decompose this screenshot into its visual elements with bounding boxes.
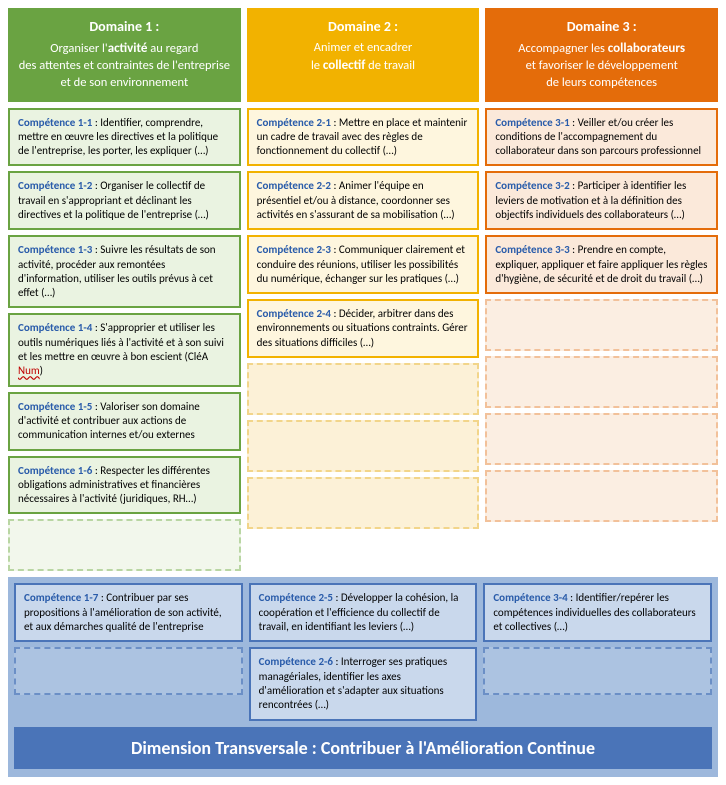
competence-label: Compétence 3-3 [495,243,569,256]
competence-cell: Compétence 3-3 : Prendre en compte, expl… [485,235,718,294]
transversal-grid: Compétence 1-7 : Contribuer par ses prop… [14,583,712,720]
competence-label: Compétence 1-6 [18,464,92,477]
competence-cell: Compétence 3-2 : Participer à identifier… [485,171,718,230]
competence-label: Compétence 1-4 [18,321,92,334]
transversal-column-3: Compétence 3-4 : Identifier/repérer les … [483,583,712,720]
domain-header-1: Domaine 1 :Organiser l'activité au regar… [8,8,241,102]
competence-cell: Compétence 1-6 : Respecter les différent… [8,456,241,515]
domain-header-3: Domaine 3 :Accompagner les collaborateur… [485,8,718,102]
domain-column-2: Compétence 2-1 : Mettre en place et main… [247,108,480,572]
competence-cell: Compétence 1-5 : Valoriser son domaine d… [8,392,241,451]
competence-label: Compétence 2-6 [259,655,333,668]
competence-label: Compétence 1-1 [18,116,92,129]
competence-label: Compétence 3-2 [495,179,569,192]
transversal-title: Dimension Transversale : Contribuer à l'… [14,727,712,769]
competence-placeholder [485,470,718,522]
competence-placeholder [247,420,480,472]
competence-cell: Compétence 2-1 : Mettre en place et main… [247,108,480,167]
competence-cell: Compétence 2-2 : Animer l'équipe en prés… [247,171,480,230]
competence-label: Compétence 2-1 [257,116,331,129]
domain-headers: Domaine 1 :Organiser l'activité au regar… [8,8,718,102]
domain-header-2: Domaine 2 :Animer et encadrerle collecti… [247,8,480,102]
domain-column-3: Compétence 3-1 : Veiller et/ou créer les… [485,108,718,572]
transversal-column-2: Compétence 2-5 : Développer la cohésion,… [249,583,478,720]
competence-placeholder [247,363,480,415]
competence-placeholder [485,356,718,408]
competence-label: Compétence 2-4 [257,307,331,320]
transversal-section: Compétence 1-7 : Contribuer par ses prop… [8,577,718,776]
transversal-column-1: Compétence 1-7 : Contribuer par ses prop… [14,583,243,720]
competence-placeholder [8,519,241,571]
transversal-cell: Compétence 1-7 : Contribuer par ses prop… [14,583,243,642]
competence-label: Compétence 1-5 [18,400,92,413]
competence-placeholder [485,413,718,465]
competence-label: Compétence 2-3 [257,243,331,256]
competence-label: Compétence 1-3 [18,243,92,256]
competence-label: Compétence 1-2 [18,179,92,192]
competence-label: Compétence 2-2 [257,179,331,192]
competence-cell: Compétence 1-2 : Organiser le collectif … [8,171,241,230]
competence-label: Compétence 2-5 [259,591,333,604]
transversal-cell: Compétence 2-6 : Interroger ses pratique… [249,647,478,720]
competence-label: Compétence 3-1 [495,116,569,129]
competence-cell: Compétence 3-1 : Veiller et/ou créer les… [485,108,718,167]
competence-placeholder [247,477,480,529]
competence-label: Compétence 3-4 [493,591,567,604]
transversal-placeholder [483,647,712,695]
transversal-placeholder [14,647,243,695]
transversal-cell: Compétence 2-5 : Développer la cohésion,… [249,583,478,642]
competence-cell: Compétence 2-4 : Décider, arbitrer dans … [247,299,480,358]
competence-label: Compétence 1-7 [24,591,98,604]
competence-cell: Compétence 1-3 : Suivre les résultats de… [8,235,241,308]
competence-cell: Compétence 2-3 : Communiquer clairement … [247,235,480,294]
domain-column-1: Compétence 1-1 : Identifier, comprendre,… [8,108,241,572]
transversal-cell: Compétence 3-4 : Identifier/repérer les … [483,583,712,642]
competence-cell: Compétence 1-4 : S'approprier et utilise… [8,313,241,386]
competence-placeholder [485,299,718,351]
competence-grid: Compétence 1-1 : Identifier, comprendre,… [8,108,718,572]
competence-cell: Compétence 1-1 : Identifier, comprendre,… [8,108,241,167]
